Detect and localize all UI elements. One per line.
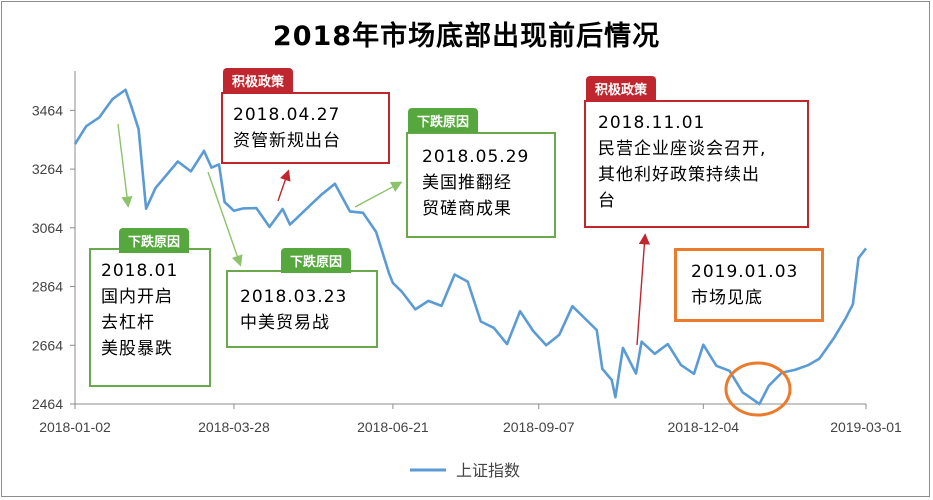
- annotation-tag: 积极政策: [586, 76, 657, 101]
- y-tick-label: 3464: [32, 102, 63, 118]
- series-line: [73, 88, 868, 406]
- arrow-up-green-3: [354, 181, 403, 208]
- y-tick-label: 3064: [32, 220, 63, 236]
- annotation-box-nov: 积极政策 2018.11.01 民营企业座谈会召开, 其他利好政策持续出 台: [584, 76, 809, 228]
- y-tick-label: 2664: [32, 337, 63, 353]
- annotation-box-jan: 下跌原因 2018.01 国内开启 去杠杆 美股暴跌: [89, 228, 211, 387]
- annotation-line: 台: [598, 191, 616, 211]
- legend: 上证指数: [410, 461, 520, 480]
- x-tick-label: 2018-09-07: [503, 419, 575, 435]
- x-tick-label: 2018-06-21: [357, 419, 429, 435]
- y-tick-label: 2864: [32, 279, 63, 295]
- axes: 2464 2664 2864 3064 3264 3464 2018-01-02 2018-0…: [32, 71, 902, 435]
- x-tick-label: 2019-03-01: [830, 419, 902, 435]
- x-tick-label: 2018-12-04: [667, 419, 739, 435]
- annotation-line: 资管新规出台: [233, 131, 341, 151]
- annotation-line: 国内开启: [101, 287, 173, 307]
- annotation-tag: 下跌原因: [281, 248, 352, 273]
- annotation-line: 2018.01: [101, 261, 179, 281]
- series-group: [73, 88, 868, 406]
- x-tick-label: 2018-03-28: [198, 419, 270, 435]
- annotation-tag: 下跌原因: [408, 108, 479, 133]
- arrows-group: [117, 123, 792, 417]
- annotation-line: 中美贸易战: [240, 313, 330, 333]
- arrow-up-red-1: [277, 169, 291, 202]
- annotation-line: 2018.04.27: [233, 105, 341, 125]
- annotation-box-mar: 下跌原因 2018.03.23 中美贸易战: [226, 248, 378, 348]
- annotation-line: 2019.01.03: [691, 262, 799, 282]
- annotation-line: 美股暴跌: [101, 339, 173, 359]
- annotation-line: 市场见底: [691, 288, 763, 308]
- x-tick-label: 2018-01-02: [39, 419, 111, 435]
- bottom-circle: [724, 361, 792, 417]
- annotation-line: 2018.03.23: [240, 287, 348, 307]
- annotation-line: 2018.05.29: [422, 147, 530, 167]
- y-tick-label: 3264: [32, 161, 63, 177]
- arrow-down-green-1: [117, 123, 133, 208]
- annotation-tag: 下跌原因: [119, 228, 190, 253]
- annotation-line: 贸磋商成果: [422, 199, 512, 219]
- annotation-line: 其他利好政策持续出: [598, 165, 760, 185]
- arrow-down-green-2: [207, 171, 243, 267]
- y-tick-label: 2464: [32, 396, 63, 412]
- annotation-line: 民营企业座谈会召开,: [598, 139, 767, 159]
- annotation-tag: 积极政策: [223, 68, 294, 93]
- annotation-line: 去杠杆: [101, 313, 155, 333]
- annotation-box-bottom: 2019.01.03 市场见底: [674, 248, 824, 322]
- chart-title: 2018年市场底部出现前后情况: [272, 21, 661, 52]
- annotation-line: 美国推翻经: [422, 173, 512, 193]
- legend-label: 上证指数: [456, 461, 520, 480]
- annotation-box-apr: 积极政策 2018.04.27 资管新规出台: [221, 68, 390, 164]
- arrow-up-red-2: [636, 233, 650, 346]
- annotation-box-may: 下跌原因 2018.05.29 美国推翻经 贸磋商成果: [406, 108, 556, 238]
- annotation-line: 2018.11.01: [598, 113, 706, 133]
